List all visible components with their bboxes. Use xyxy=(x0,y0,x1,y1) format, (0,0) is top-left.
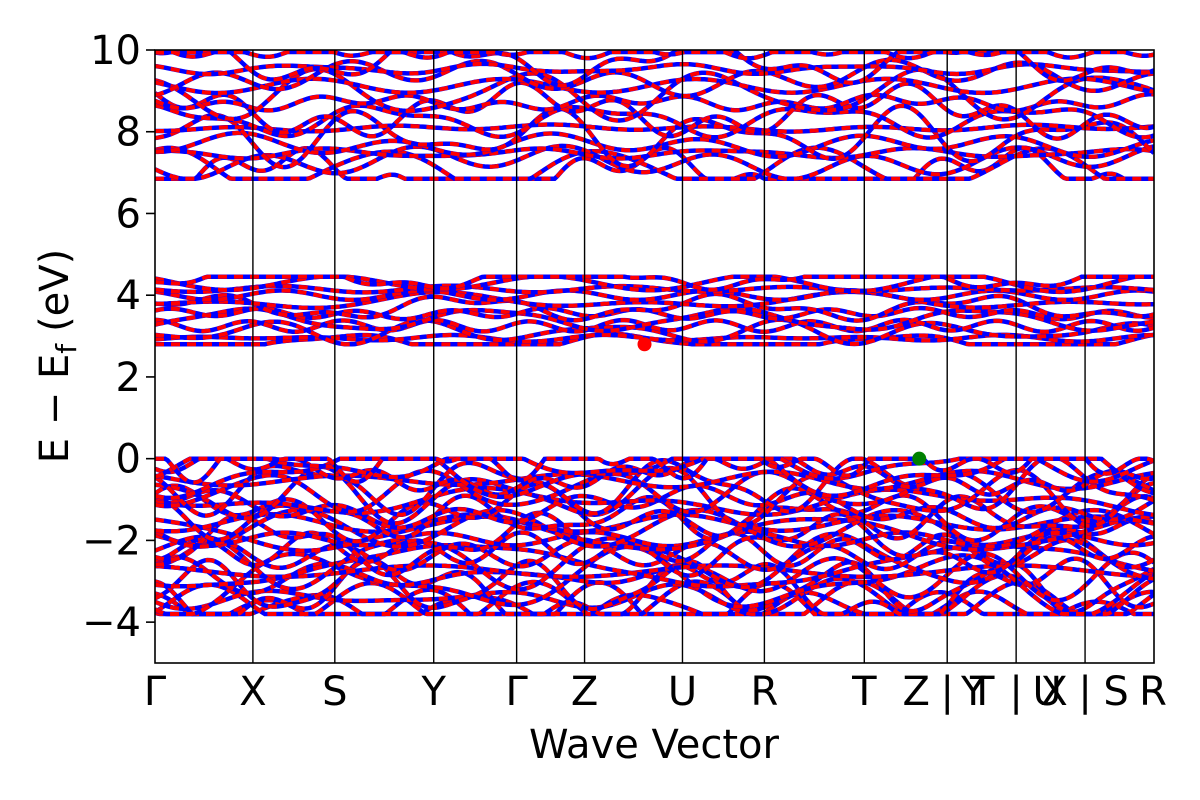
band-line-bands xyxy=(155,456,1154,485)
y-axis-label-unit: (eV) xyxy=(32,249,78,332)
band-line-bands xyxy=(155,580,1154,616)
x-axis-ticks: Γ X S Y Γ Z U R T Z | YT | UX | S R xyxy=(144,669,1167,715)
band-line-bands xyxy=(155,306,1154,334)
band-line-bands xyxy=(155,288,1154,302)
band-line-bands xyxy=(155,317,1154,334)
band-edge-marker xyxy=(912,451,927,466)
y-axis-label-main: E − E xyxy=(32,354,78,464)
band-line-bands xyxy=(155,80,1154,141)
x-tick-label: R xyxy=(750,669,778,715)
x-tick-label: X xyxy=(1040,669,1067,715)
x-tick-label: Γ xyxy=(144,669,167,715)
y-axis-label-subscript: f xyxy=(50,343,83,354)
band-line-bands xyxy=(155,50,1154,61)
band-line-bands xyxy=(155,543,1154,589)
x-tick-label: S xyxy=(322,669,347,715)
x-axis-label: Wave Vector xyxy=(529,722,780,768)
k-point-separators xyxy=(252,50,1086,663)
x-tick-label: | xyxy=(1078,669,1091,715)
x-tick-label: | xyxy=(1009,669,1022,715)
band-line-bands xyxy=(155,456,1154,497)
band-line-bands xyxy=(155,468,1154,515)
band-edge-markers xyxy=(637,337,927,466)
x-tick-label: S xyxy=(1103,669,1128,715)
y-tick-label: −4 xyxy=(82,600,141,646)
y-tick-label: 6 xyxy=(116,191,141,237)
band-line-bands xyxy=(155,468,1154,491)
x-tick-label: | xyxy=(940,669,953,715)
band-line-bands xyxy=(155,514,1154,553)
band-line-bands xyxy=(155,274,1154,292)
y-axis-ticks: −4 −2 0 2 4 6 8 10 xyxy=(82,28,155,646)
band-line-bands xyxy=(155,103,1154,170)
y-tick-label: 8 xyxy=(116,110,141,156)
band-line-bands xyxy=(155,510,1154,578)
y-tick-label: −2 xyxy=(82,518,141,564)
band-line-bands xyxy=(155,50,1154,88)
band-line-bands xyxy=(155,289,1154,310)
band-line-bands xyxy=(155,481,1154,544)
y-tick-label: 4 xyxy=(116,273,141,319)
plot-frame xyxy=(154,49,1155,664)
band-line-bands xyxy=(155,579,1154,616)
band-line-bands xyxy=(155,483,1154,531)
x-tick-label: X xyxy=(239,669,266,715)
y-axis-label: E − Ef (eV) xyxy=(32,249,83,464)
x-tick-label: Z xyxy=(571,669,598,715)
y-tick-label: 10 xyxy=(90,28,141,74)
band-line-bands xyxy=(155,508,1154,549)
band-line-bands xyxy=(155,456,1154,484)
x-tick-label: Γ xyxy=(505,669,528,715)
band-lines xyxy=(155,50,1154,617)
x-tick-label: T xyxy=(969,669,995,715)
band-line-bands xyxy=(155,291,1154,323)
band-line-bands xyxy=(155,76,1154,95)
y-tick-label: 0 xyxy=(116,437,141,483)
x-tick-label: Y xyxy=(960,669,986,715)
band-line-bands xyxy=(155,493,1154,542)
x-tick-label: R xyxy=(1139,669,1167,715)
x-tick-label: Z xyxy=(903,669,930,715)
x-tick-label: Y xyxy=(421,669,447,715)
x-tick-label: U xyxy=(1032,669,1061,715)
x-tick-label: U xyxy=(668,669,697,715)
band-line-bands xyxy=(155,486,1154,517)
band-line-bands xyxy=(155,317,1154,347)
x-tick-label: T xyxy=(851,669,877,715)
band-edge-marker xyxy=(637,337,652,352)
band-line-bands xyxy=(155,550,1154,603)
y-tick-label: 2 xyxy=(116,355,141,401)
